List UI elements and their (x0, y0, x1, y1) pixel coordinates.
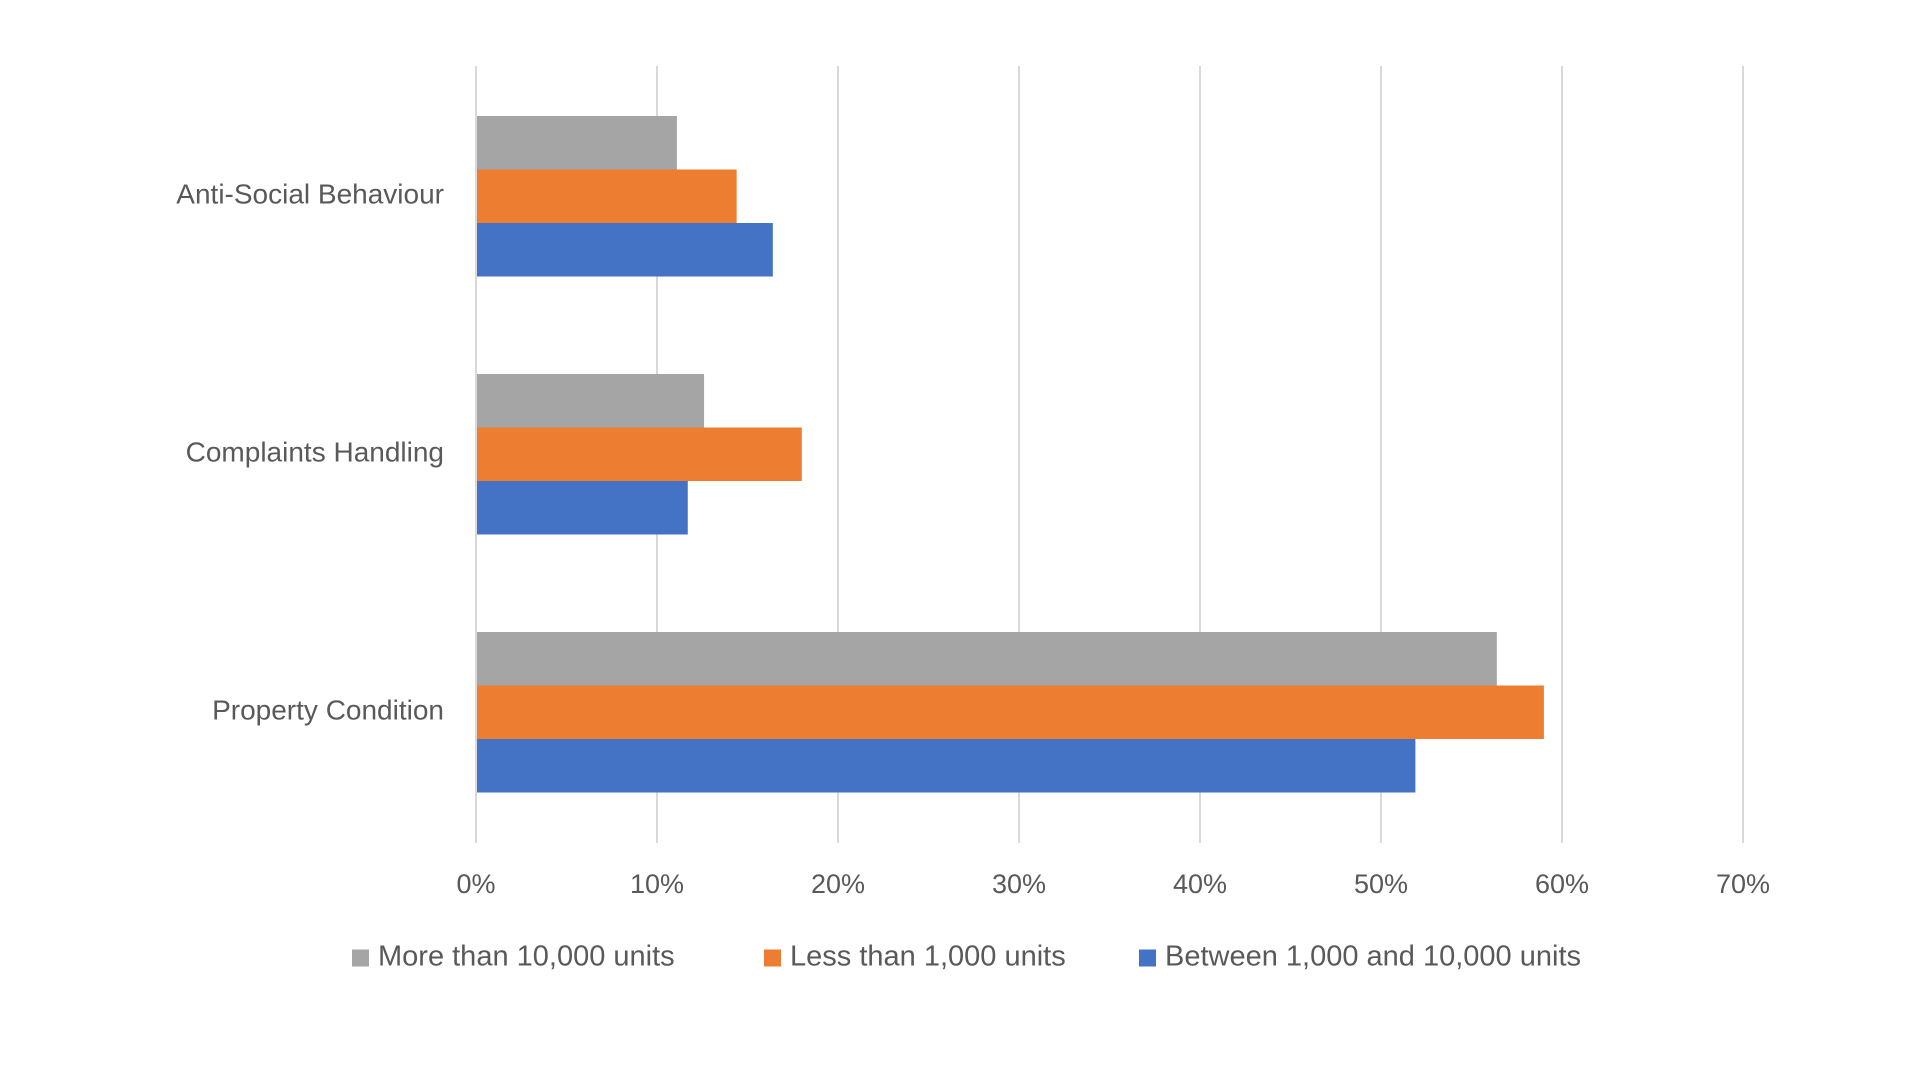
bars (476, 116, 1544, 793)
category-labels: Anti-Social Behaviour Complaints Handling… (176, 179, 444, 726)
bar-1-0 (476, 374, 705, 428)
legend-swatch (764, 949, 781, 967)
bar-0-2 (476, 223, 773, 277)
bar-1-2 (476, 481, 688, 535)
x-tick-label: 30% (992, 869, 1046, 899)
x-tick-labels: 0% 10% 20% 30% 40% 50% 60% 70% (456, 869, 1770, 899)
x-tick-label: 10% (630, 869, 684, 899)
legend-swatch (352, 949, 369, 967)
legend-label: Between 1,000 and 10,000 units (1165, 941, 1581, 973)
x-tick-label: 60% (1535, 869, 1589, 899)
x-tick-label: 70% (1716, 869, 1770, 899)
gridlines (656, 66, 1744, 843)
legend-item: Less than 1,000 units (764, 941, 1066, 973)
bar-0-0 (476, 116, 677, 170)
bar-1-1 (476, 427, 802, 481)
bar-2-0 (476, 632, 1497, 686)
category-label: Complaints Handling (186, 437, 444, 468)
legend: More than 10,000 units Less than 1,000 un… (352, 941, 1581, 973)
category-label: Property Condition (212, 695, 444, 726)
bar-2-1 (476, 685, 1544, 739)
bar-2-2 (476, 739, 1416, 793)
bar-0-1 (476, 169, 737, 223)
x-tick-label: 20% (811, 869, 865, 899)
x-tick-label: 50% (1354, 869, 1408, 899)
legend-label: Less than 1,000 units (790, 941, 1066, 973)
category-label: Anti-Social Behaviour (176, 179, 444, 210)
legend-item: Between 1,000 and 10,000 units (1139, 941, 1581, 973)
x-tick-label: 40% (1173, 869, 1227, 899)
legend-swatch (1139, 949, 1156, 967)
x-tick-label: 0% (456, 869, 495, 899)
legend-label: More than 10,000 units (378, 941, 675, 973)
legend-item: More than 10,000 units (352, 941, 675, 973)
